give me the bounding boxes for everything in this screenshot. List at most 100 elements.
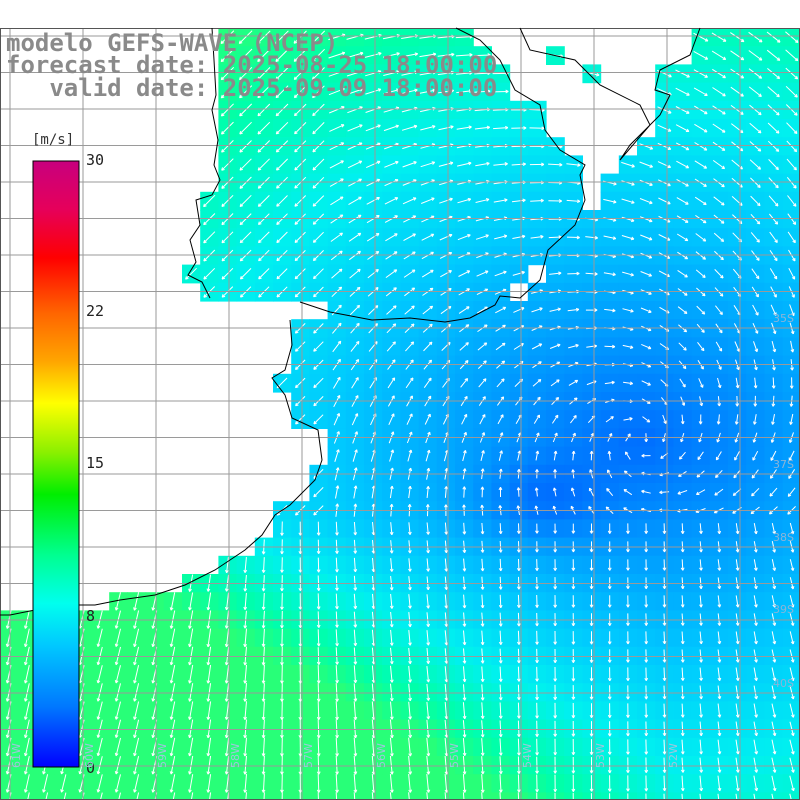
wind-arrow <box>498 450 503 461</box>
wind-arrow <box>239 231 252 244</box>
wind-arrow <box>641 380 651 386</box>
wind-arrow-head <box>790 641 794 645</box>
wind-arrow <box>225 664 230 684</box>
wind-arrow-head <box>794 41 799 43</box>
wind-arrow-head <box>572 469 575 473</box>
wind-arrow <box>749 104 762 116</box>
wind-arrow-head <box>357 341 360 345</box>
wind-arrow-head <box>516 641 520 645</box>
wind-arrow <box>239 85 253 99</box>
wind-arrow-head <box>224 625 227 629</box>
wind-arrow-head <box>715 474 717 478</box>
wind-arrow-head <box>773 276 777 280</box>
wind-arrow-head <box>589 530 592 534</box>
wind-arrow-head <box>295 420 297 425</box>
wind-arrow-head <box>358 269 361 273</box>
wind-arrow-head <box>736 349 740 352</box>
wind-arrow <box>497 414 504 425</box>
wind-arrow <box>329 160 344 169</box>
wind-arrow-head <box>717 567 721 571</box>
wind-arrow <box>365 160 381 169</box>
wind-arrow <box>275 103 289 117</box>
wind-arrow <box>731 177 743 188</box>
wind-arrow <box>750 232 760 243</box>
wind-arrow-head <box>662 604 665 608</box>
wind-arrow-head <box>258 221 260 225</box>
wind-arrow <box>676 233 689 242</box>
wind-arrow <box>517 684 520 700</box>
wind-arrow <box>221 231 234 244</box>
wind-arrow <box>717 414 720 425</box>
wind-arrow-head <box>409 486 412 490</box>
wind-arrow-head <box>221 167 223 171</box>
wind-arrow-head <box>559 146 563 149</box>
wind-arrow-head <box>680 530 684 534</box>
wind-arrow-head <box>553 505 557 509</box>
wind-arrow <box>423 341 433 352</box>
wind-arrow-head <box>553 487 557 491</box>
wind-arrow-head <box>756 222 760 225</box>
wind-arrow-head <box>376 269 379 273</box>
wind-arrow <box>275 85 289 99</box>
wind-arrow-head <box>505 127 509 130</box>
wind-arrow-head <box>341 160 344 164</box>
wind-arrow <box>586 345 597 348</box>
wind-arrow-head <box>641 507 645 510</box>
wind-arrow-head <box>699 586 702 590</box>
wind-arrow-head <box>340 232 343 237</box>
wind-arrow-head <box>5 661 8 666</box>
wind-arrow <box>663 667 666 681</box>
wind-arrow-head <box>114 661 117 665</box>
wind-arrow-head <box>558 272 562 276</box>
wind-arrow <box>225 646 230 666</box>
wind-arrow <box>699 523 702 534</box>
wind-arrow-head <box>224 588 227 592</box>
wind-arrow <box>403 269 416 278</box>
wind-arrow-head <box>206 607 209 611</box>
wind-arrow <box>681 631 684 644</box>
wind-arrow-head <box>465 450 467 454</box>
wind-arrow-head <box>629 365 633 368</box>
wind-arrow <box>568 344 579 349</box>
wind-arrow-head <box>504 235 508 239</box>
wind-arrow <box>698 378 704 388</box>
wind-arrow-head <box>750 510 753 514</box>
wind-arrow <box>753 649 757 663</box>
wind-arrow-head <box>294 130 296 134</box>
wind-arrow <box>115 592 121 611</box>
wind-arrow <box>481 648 484 664</box>
wind-arrow-head <box>371 587 375 591</box>
wind-cell <box>655 792 674 800</box>
wind-arrow <box>317 665 320 684</box>
wind-arrow <box>496 378 505 388</box>
wind-arrow-head <box>389 568 393 572</box>
wind-arrow <box>517 450 521 461</box>
wind-arrow <box>621 216 635 222</box>
wind-arrow <box>346 70 363 77</box>
wind-arrow-head <box>555 450 558 455</box>
wind-cell <box>36 792 56 800</box>
wind-arrow-head <box>5 625 8 629</box>
wind-arrow <box>312 140 325 153</box>
wind-arrow <box>770 304 777 316</box>
wind-arrow-head <box>220 112 223 117</box>
wind-arrow <box>421 233 434 241</box>
wind-arrow <box>207 646 212 666</box>
wind-arrow-head <box>261 662 264 666</box>
wind-arrow <box>244 557 247 573</box>
wind-arrow-head <box>535 487 539 491</box>
wind-arrow-head <box>313 275 315 279</box>
wind-arrow <box>642 416 651 423</box>
wind-arrow <box>258 231 270 244</box>
wind-arrow <box>789 304 795 316</box>
wind-arrow-head <box>754 641 757 645</box>
wind-arrow-head <box>169 625 172 629</box>
wind-arrow-head <box>735 641 739 645</box>
wind-arrow-head <box>571 567 574 571</box>
wind-arrow <box>294 268 306 280</box>
wind-arrow <box>604 308 616 312</box>
wind-arrow <box>750 195 761 207</box>
wind-arrow <box>421 197 435 204</box>
wind-arrow-head <box>660 455 663 459</box>
wind-arrow <box>365 106 381 113</box>
